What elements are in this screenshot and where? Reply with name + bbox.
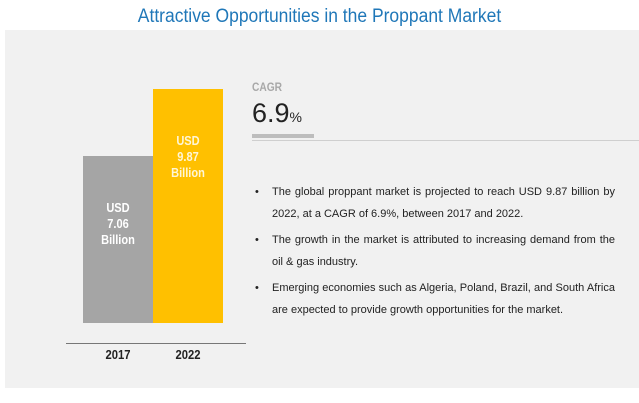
x-tick-label: 2022 bbox=[175, 348, 201, 362]
bullet-icon: • bbox=[255, 234, 259, 246]
key-points: • The global proppant market is projected… bbox=[255, 182, 615, 326]
cagr-number: 6.9 bbox=[252, 98, 290, 128]
bullet-text: The growth in the market is attributed t… bbox=[272, 234, 615, 268]
bullet-text: The global proppant market is projected … bbox=[272, 186, 615, 220]
x-axis-line bbox=[66, 343, 246, 344]
bullet-icon: • bbox=[255, 282, 259, 294]
x-tick-label: 2017 bbox=[105, 348, 131, 362]
divider bbox=[252, 140, 639, 141]
bullet-item: • Emerging economies such as Algeria, Pol… bbox=[255, 278, 615, 321]
bullet-text: Emerging economies such as Algeria, Pola… bbox=[272, 282, 615, 316]
bar-data-label: USD 7.06 Billion bbox=[101, 199, 135, 247]
bar-2022: USD 9.87 Billion bbox=[153, 89, 223, 323]
bullet-item: • The global proppant market is projected… bbox=[255, 182, 615, 225]
bar-2017: USD 7.06 Billion bbox=[83, 155, 153, 323]
cagr-value: 6.9% bbox=[252, 98, 302, 129]
cagr-unit: % bbox=[289, 109, 302, 125]
page-title: Attractive Opportunities in the Proppant… bbox=[137, 6, 502, 27]
infographic-panel: USD 7.06 Billion 2017 USD 9.87 Billion 2022 CAG… bbox=[5, 30, 639, 388]
cagr-label: CAGR bbox=[252, 80, 283, 94]
cagr-underline bbox=[252, 134, 314, 138]
bullet-item: • The growth in the market is attributed … bbox=[255, 230, 615, 273]
bar-data-label: USD 9.87 Billion bbox=[171, 133, 205, 181]
bullet-icon: • bbox=[255, 186, 259, 198]
